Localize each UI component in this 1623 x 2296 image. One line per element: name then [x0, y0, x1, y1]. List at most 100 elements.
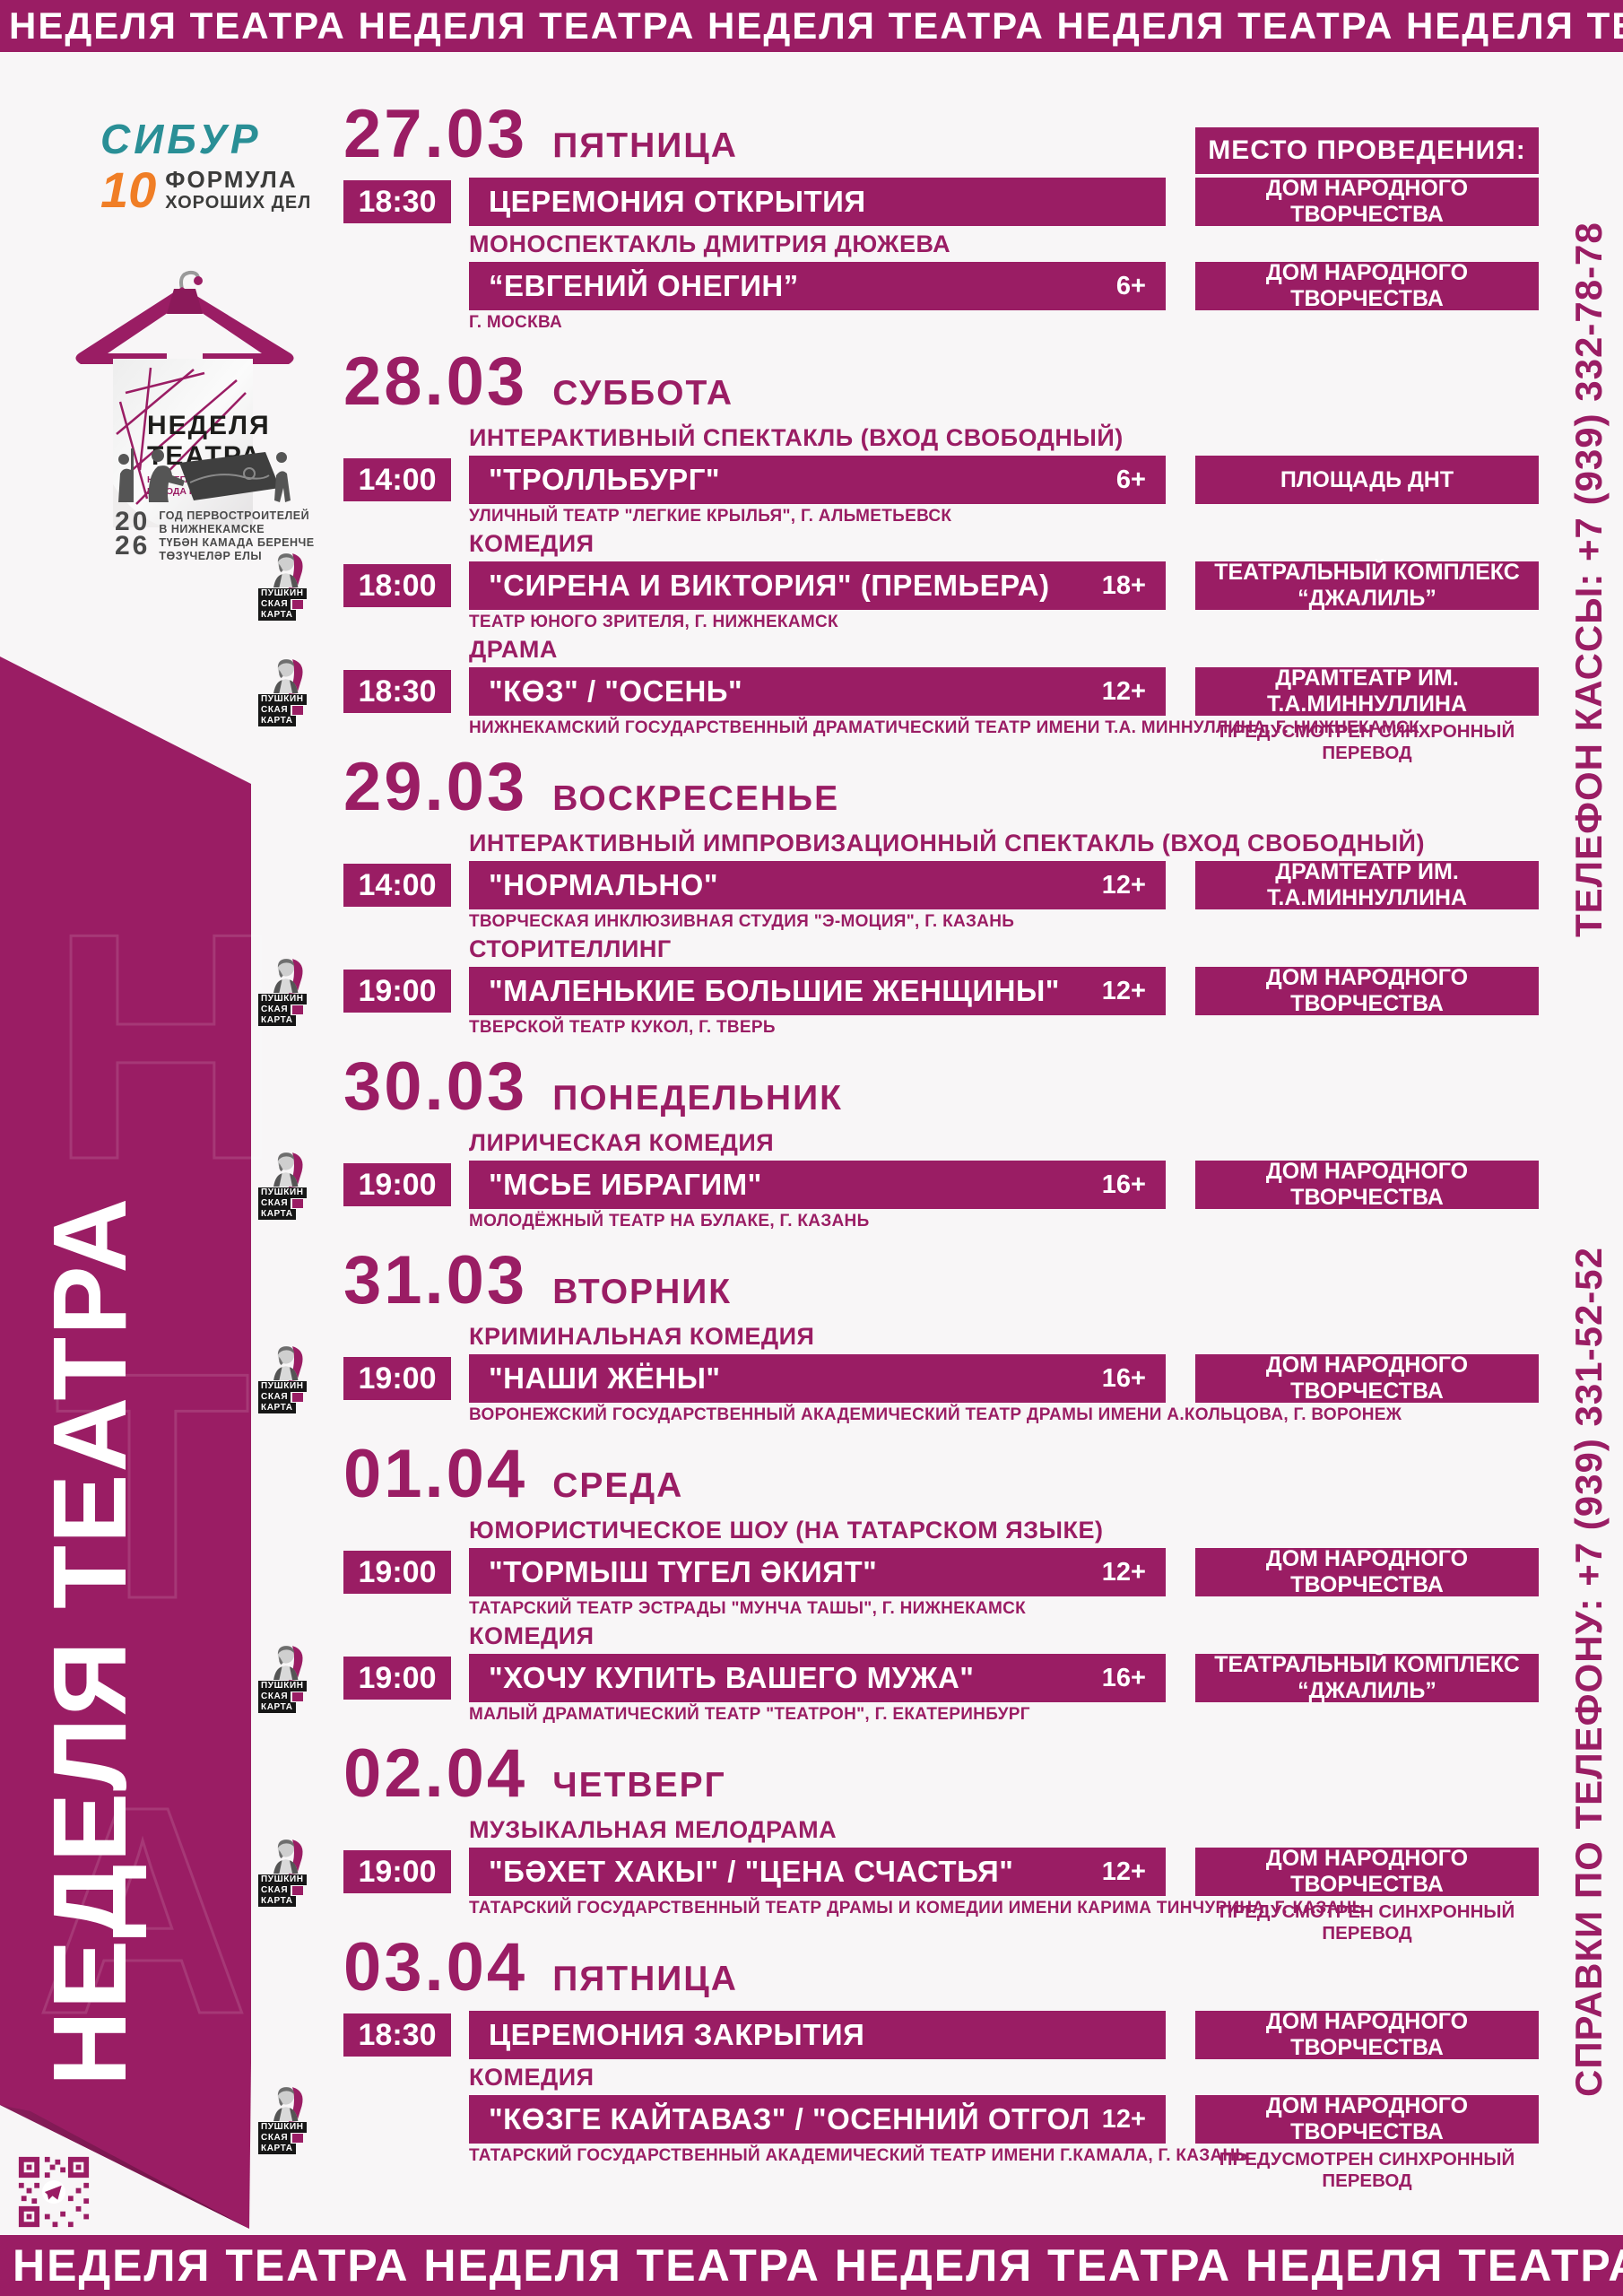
event-row: ПУШКИН СКАЯ КАРТА 18:30 "КӨЗ" / "ОСЕНЬ" …	[258, 659, 1539, 763]
event-genre: СТОРИТЕЛЛИНГ	[469, 935, 672, 962]
event-troupe: ВОРОНЕЖСКИЙ ГОСУДАРСТВЕННЫЙ АКАДЕМИЧЕСКИ…	[469, 1405, 1402, 1424]
day-date: 01.04	[343, 1436, 528, 1512]
pushkin-card-label: ПУШКИН СКАЯ КАРТА	[258, 1874, 335, 1907]
bottom-banner: НЕДЕЛЯ ТЕАТРА НЕДЕЛЯ ТЕАТРА НЕДЕЛЯ ТЕАТР…	[0, 2235, 1623, 2296]
event: КРИМИНАЛЬНАЯ КОМЕДИЯ ПУШКИН СКАЯ КАРТА	[258, 1323, 1539, 1424]
event: ЛИРИЧЕСКАЯ КОМЕДИЯ ПУШКИН СКАЯ КАРТА	[258, 1130, 1539, 1231]
pushkin-card-icon: ПУШКИН СКАЯ КАРТА	[258, 1643, 335, 1713]
event-genre: ИНТЕРАКТИВНЫЙ СПЕКТАКЛЬ (ВХОД СВОБОДНЫЙ)	[469, 424, 1124, 451]
title-box: "ТРОЛЛЬБУРГ" 6+	[469, 456, 1166, 504]
pushkin-bust-graphic	[273, 959, 303, 994]
title-box: "ХОЧУ КУПИТЬ ВАШЕГО МУЖА" 16+	[469, 1654, 1166, 1702]
event-time: 19:00	[358, 1854, 437, 1889]
event-troupe: ТАТАРСКИЙ ТЕАТР ЭСТРАДЫ "МУНЧА ТАШЫ", Г.…	[469, 1599, 1027, 1618]
event-time: 18:00	[358, 568, 437, 603]
venue-note: ПРЕДУСМОТРЕН СИНХРОННЫЙ ПЕРЕВОД	[1219, 2149, 1515, 2191]
event-title: "ХОЧУ КУПИТЬ ВАШЕГО МУЖА"	[489, 1661, 975, 1694]
event-time: 18:30	[358, 184, 437, 219]
event: КОМЕДИЯ ПУШКИН СКАЯ КАРТА	[258, 531, 1539, 631]
event-time: 19:00	[358, 1361, 437, 1396]
title-box: "МСЬЕ ИБРАГИМ" 16+	[469, 1161, 1166, 1209]
venue-box: ТЕАТРАЛЬНЫЙ КОМПЛЕКС “ДЖАЛИЛЬ”	[1195, 560, 1539, 611]
pushkin-bust-graphic	[273, 659, 303, 694]
event-title: “ЕВГЕНИЙ ОНЕГИН”	[489, 269, 799, 302]
event-troupe: МОЛОДЁЖНЫЙ ТЕАТР НА БУЛАКЕ, Г. КАЗАНЬ	[469, 1212, 870, 1231]
builders-silhouettes-graphic	[118, 448, 291, 502]
year-2026-caption: ГОД ПЕРВОСТРОИТЕЛЕЙ В НИЖНЕКАМСКЕ ТҮБӘН …	[159, 509, 315, 562]
day-header: 30.03 ПОНЕДЕЛЬНИК	[343, 1053, 1539, 1121]
time-box: 14:00	[343, 458, 451, 501]
event-row: 19:00 "ТОРМЫШ ТҮГЕЛ ӘКИЯТ" 12+ ДОМ НАРОД…	[343, 1546, 1539, 1597]
event-time: 19:00	[358, 973, 437, 1008]
age-rating-badge: 12+	[1101, 676, 1146, 706]
pushkin-card-label: ПУШКИН СКАЯ КАРТА	[258, 1381, 335, 1413]
venue-box: ПЛОЩАДЬ ДНТ	[1195, 456, 1539, 504]
day-date: 03.04	[343, 1929, 528, 2005]
event-row: 18:30 ЦЕРЕМОНИЯ ОТКРЫТИЯ ДОМ НАРОДНОГО Т…	[343, 176, 1539, 227]
event-title: "КӨЗГЕ КАЙТАВАЗ" / "ОСЕННИЙ ОТГОЛОСОК"	[489, 2102, 1088, 2135]
day-events: ЛИРИЧЕСКАЯ КОМЕДИЯ ПУШКИН СКАЯ КАРТА	[258, 1130, 1539, 1231]
day-section: 30.03 ПОНЕДЕЛЬНИК ЛИРИЧЕСКАЯ КОМЕДИЯ ПУШ…	[258, 1053, 1539, 1231]
event-time: 19:00	[358, 1167, 437, 1202]
event: МУЗЫКАЛЬНАЯ МЕЛОДРАМА ПУШКИН СКАЯ КАРТА	[258, 1816, 1539, 1944]
time-box: 18:30	[343, 670, 451, 713]
event: МОНОСПЕКТАКЛЬ ДМИТРИЯ ДЮЖЕВА “ЕВГЕНИЙ ОН…	[343, 231, 1539, 332]
pushkin-card-label: ПУШКИН СКАЯ КАРТА	[258, 994, 335, 1026]
event-row: 14:00 "НОРМАЛЬНО" 12+ ДРАМТЕАТР ИМ. Т.А.…	[343, 859, 1539, 910]
title-box: "НОРМАЛЬНО" 12+	[469, 861, 1166, 909]
title-box: ЦЕРЕМОНИЯ ЗАКРЫТИЯ	[469, 2011, 1166, 2059]
year-2026-number: 20 26	[115, 507, 151, 561]
sibur-brand-text: СИБУР	[100, 116, 262, 162]
pushkin-bust-graphic	[273, 553, 303, 588]
day-section: 01.04 СРЕДА ЮМОРИСТИЧЕСКОЕ ШОУ (НА ТАТАР…	[258, 1436, 1539, 1724]
age-rating-badge: 18+	[1101, 570, 1146, 600]
pushkin-card-icon: ПУШКИН СКАЯ КАРТА	[258, 2084, 335, 2154]
venue-box: ДРАМТЕАТР ИМ. Т.А.МИННУЛЛИНА	[1195, 665, 1539, 717]
venue-box: ТЕАТРАЛЬНЫЙ КОМПЛЕКС “ДЖАЛИЛЬ”	[1195, 1652, 1539, 1703]
day-header: 02.04 ЧЕТВЕРГ	[343, 1740, 1539, 1808]
title-box: "БӘХЕТ ХАКЫ" / "ЦЕНА СЧАСТЬЯ" 12+	[469, 1848, 1166, 1896]
venue-box: ДОМ НАРОДНОГО ТВОРЧЕСТВА	[1195, 1846, 1539, 1897]
age-rating-badge: 12+	[1101, 976, 1146, 1005]
age-rating-badge: 16+	[1101, 1663, 1146, 1692]
day-weekday: СРЕДА	[552, 1466, 684, 1505]
day-events: КРИМИНАЛЬНАЯ КОМЕДИЯ ПУШКИН СКАЯ КАРТА	[258, 1323, 1539, 1424]
event: ИНТЕРАКТИВНЫЙ СПЕКТАКЛЬ (ВХОД СВОБОДНЫЙ)…	[343, 425, 1539, 526]
age-rating-badge: 12+	[1101, 870, 1146, 900]
event: ЮМОРИСТИЧЕСКОЕ ШОУ (НА ТАТАРСКОМ ЯЗЫКЕ) …	[343, 1518, 1539, 1618]
event-genre: ИНТЕРАКТИВНЫЙ ИМПРОВИЗАЦИОННЫЙ СПЕКТАКЛЬ…	[469, 830, 1425, 857]
event-troupe: ТВЕРСКОЙ ТЕАТР КУКОЛ, Г. ТВЕРЬ	[469, 1018, 776, 1037]
day-weekday: ЧЕТВЕРГ	[552, 1766, 726, 1805]
schedule: 27.03 ПЯТНИЦА 18:30 ЦЕРЕМОНИЯ ОТКРЫТИЯ Д…	[258, 96, 1539, 2191]
venue-column-header: МЕСТО ПРОВЕДЕНИЯ:	[1195, 127, 1539, 174]
event-genre: КОМЕДИЯ	[469, 1622, 595, 1649]
event-time: 18:30	[358, 2017, 437, 2052]
day-date: 27.03	[343, 96, 528, 172]
day-date: 31.03	[343, 1242, 528, 1318]
day-header: 31.03 ВТОРНИК	[343, 1247, 1539, 1315]
time-box: 19:00	[343, 1850, 451, 1893]
event-genre: ДРАМА	[469, 636, 558, 663]
event-genre: МУЗЫКАЛЬНАЯ МЕЛОДРАМА	[469, 1816, 838, 1843]
event-genre: ЮМОРИСТИЧЕСКОЕ ШОУ (НА ТАТАРСКОМ ЯЗЫКЕ)	[469, 1517, 1104, 1544]
day-events: ЮМОРИСТИЧЕСКОЕ ШОУ (НА ТАТАРСКОМ ЯЗЫКЕ) …	[258, 1518, 1539, 1724]
event-row: ПУШКИН СКАЯ КАРТА 19:00 "МСЬЕ ИБРАГИМ" 1…	[258, 1152, 1539, 1220]
sibur-slogan-line1: ФОРМУЛА	[165, 166, 298, 193]
pushkin-bust-graphic	[273, 1839, 303, 1874]
event-row: ПУШКИН СКАЯ КАРТА 18:00 "СИРЕНА И ВИКТОР…	[258, 553, 1539, 621]
pushkin-card-icon: ПУШКИН СКАЯ КАРТА	[258, 551, 335, 621]
day-date: 28.03	[343, 344, 528, 420]
venue-note: ПРЕДУСМОТРЕН СИНХРОННЫЙ ПЕРЕВОД	[1219, 721, 1515, 763]
title-box: "НАШИ ЖЁНЫ" 16+	[469, 1354, 1166, 1403]
event-genre: КРИМИНАЛЬНАЯ КОМЕДИЯ	[469, 1323, 815, 1350]
event-row: ПУШКИН СКАЯ КАРТА 19:00 "НАШИ ЖЁНЫ" 16+ …	[258, 1346, 1539, 1413]
pushkin-card-icon: ПУШКИН СКАЯ КАРТА	[258, 657, 335, 726]
day-header: 29.03 ВОСКРЕСЕНЬЕ	[343, 753, 1539, 822]
day-events: МУЗЫКАЛЬНАЯ МЕЛОДРАМА ПУШКИН СКАЯ КАРТА	[258, 1816, 1539, 1944]
pushkin-card-label: ПУШКИН СКАЯ КАРТА	[258, 588, 335, 621]
event-time: 19:00	[358, 1554, 437, 1589]
hanger-title-line1: НЕДЕЛЯ	[147, 411, 271, 440]
event-row: 18:30 ЦЕРЕМОНИЯ ЗАКРЫТИЯ ДОМ НАРОДНОГО Т…	[343, 2009, 1539, 2060]
event-time: 14:00	[358, 867, 437, 902]
